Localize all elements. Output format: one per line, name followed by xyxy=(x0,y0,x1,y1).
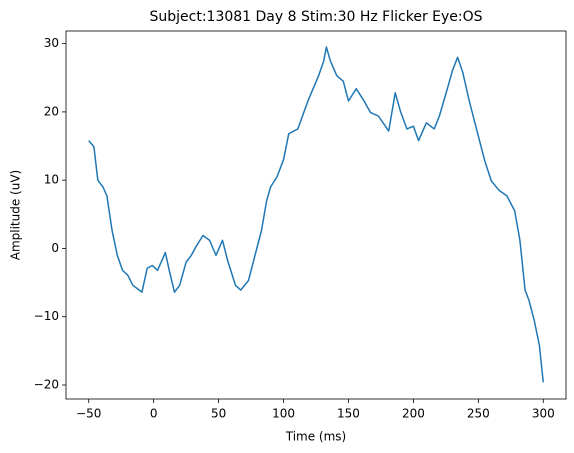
x-tick-label: 150 xyxy=(337,407,360,421)
x-tick-label: 50 xyxy=(211,407,226,421)
plot-frame xyxy=(65,30,567,400)
x-tick-label: −50 xyxy=(76,407,101,421)
x-tick-label: 300 xyxy=(532,407,555,421)
data-line xyxy=(88,46,545,383)
x-tick-label: 0 xyxy=(150,407,158,421)
y-tick-label: 0 xyxy=(51,241,59,255)
x-tick-label: 200 xyxy=(402,407,425,421)
y-tick-label: 10 xyxy=(44,173,59,187)
y-axis-label: Amplitude (uV) xyxy=(9,170,23,261)
y-tick-label: −10 xyxy=(34,309,59,323)
y-tick-label: 30 xyxy=(44,36,59,50)
x-tick-label: 250 xyxy=(467,407,490,421)
x-tick-label: 100 xyxy=(272,407,295,421)
chart-title: Subject:13081 Day 8 Stim:30 Hz Flicker E… xyxy=(149,9,482,25)
y-tick-label: −20 xyxy=(34,378,59,392)
x-axis-label: Time (ms) xyxy=(285,430,347,444)
y-tick-label: 20 xyxy=(44,104,59,118)
